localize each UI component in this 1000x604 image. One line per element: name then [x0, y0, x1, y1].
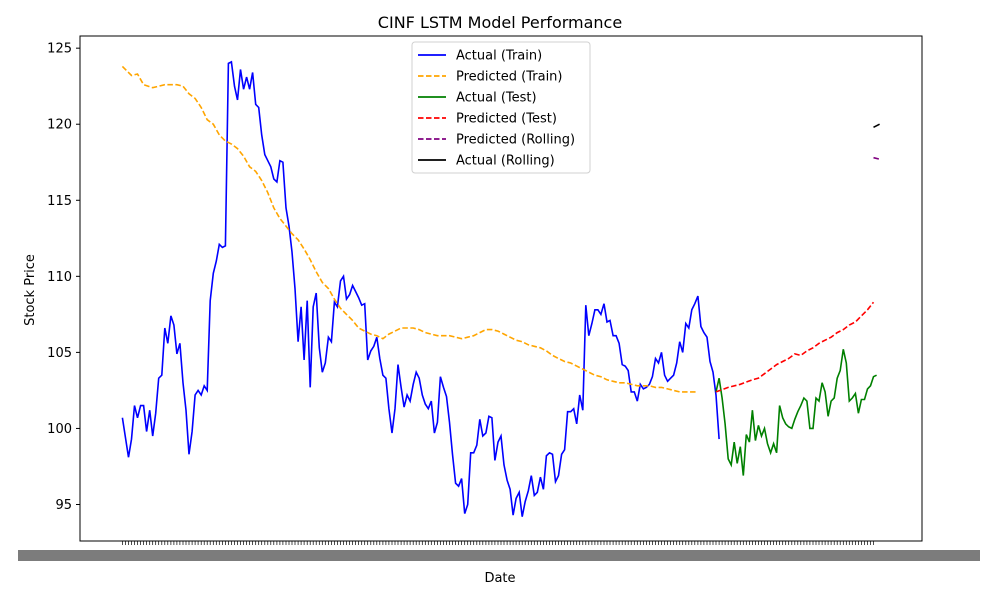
legend-box	[411, 41, 591, 174]
y-tick-label-4: 115	[47, 194, 72, 209]
y-tick-label-2: 105	[47, 346, 72, 361]
x-axis-label: Date	[484, 571, 515, 586]
series-line-0	[121, 60, 720, 517]
legend: Actual (Train) Predicted (Train) Actual (T…	[411, 41, 591, 174]
series-line-1	[121, 65, 698, 393]
chart-title: CINF LSTM Model Performance	[378, 13, 622, 32]
series-line-3	[715, 301, 875, 393]
series-line-2	[715, 349, 877, 476]
legend-label-5: Actual (Rolling)	[456, 154, 555, 169]
x-axis-ticks	[18, 541, 980, 561]
x-tick-marks	[122, 541, 874, 545]
y-tick-label-3: 110	[47, 270, 72, 285]
y-tick-label-6: 125	[47, 42, 72, 57]
y-tick-label-0: 95	[55, 498, 72, 513]
legend-label-1: Predicted (Train)	[456, 70, 563, 85]
y-axis-label: Stock Price	[23, 254, 38, 326]
legend-label-3: Predicted (Test)	[456, 112, 557, 127]
y-axis-ticks: 95 100 105 110 115 120 125	[47, 42, 80, 513]
series-line-5	[873, 123, 880, 129]
series-line-4	[873, 156, 880, 160]
legend-label-2: Actual (Test)	[456, 91, 537, 106]
legend-label-0: Actual (Train)	[456, 49, 542, 64]
y-tick-label-5: 120	[47, 118, 72, 133]
y-tick-label-1: 100	[47, 422, 72, 437]
legend-label-4: Predicted (Rolling)	[456, 133, 575, 148]
x-tick-labels-illegible	[18, 550, 980, 561]
